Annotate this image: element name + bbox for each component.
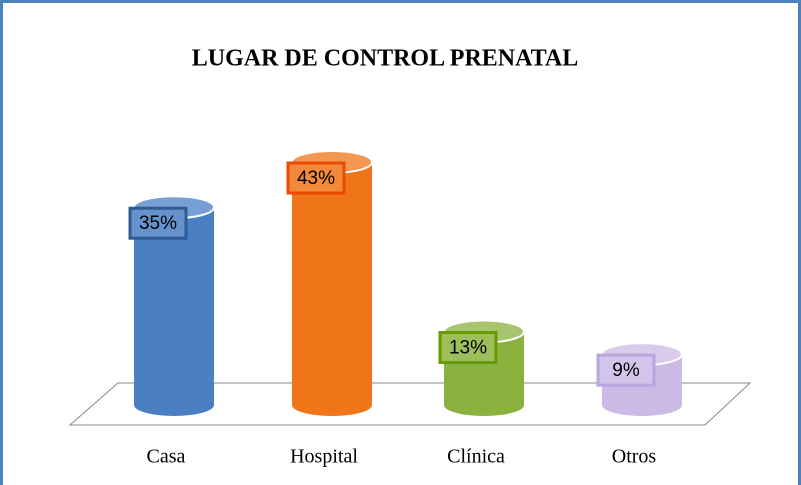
x-tick-label: Hospital: [290, 446, 358, 468]
value-label: 13%: [449, 338, 487, 359]
floor: [68, 382, 752, 426]
chart-title: LUGAR DE CONTROL PRENATAL: [192, 46, 578, 72]
value-label-box: [438, 331, 498, 365]
value-label: 9%: [612, 360, 640, 381]
value-label: 35%: [139, 213, 177, 234]
value-label-box: [286, 161, 346, 195]
x-tick-label: Clínica: [447, 446, 505, 468]
value-label: 43%: [297, 168, 335, 189]
value-label-box: [596, 353, 656, 387]
x-tick-label: Casa: [147, 446, 186, 468]
bar: [134, 207, 214, 405]
x-tick-label: Otros: [612, 446, 657, 468]
value-label-box: [128, 206, 188, 240]
bar: [292, 162, 372, 405]
